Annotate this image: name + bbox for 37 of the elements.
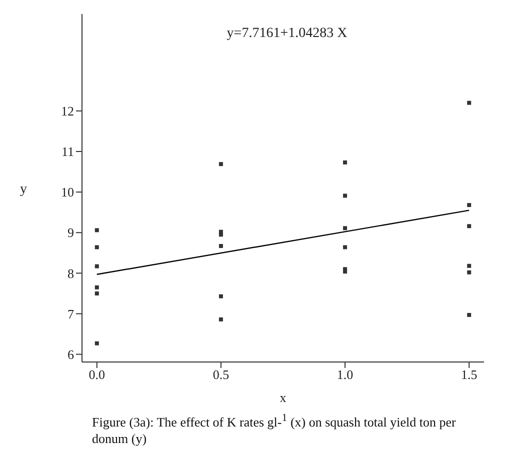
point — [94, 264, 99, 268]
y-tick-label: 11 — [61, 144, 74, 160]
y-tick-label: 9 — [68, 225, 74, 240]
y-tick-label: 6 — [68, 346, 74, 362]
point — [467, 264, 472, 268]
point — [218, 244, 223, 248]
point — [467, 100, 472, 105]
point — [218, 294, 223, 298]
point — [218, 162, 223, 166]
point — [343, 160, 348, 164]
point — [343, 245, 348, 250]
text: Figure (3a): The effect of K rates gl-$^{1}$ (x) on squash total yield ton per donum (y) — [92, 412, 456, 446]
x-tick-label: 0.5 — [212, 367, 230, 382]
y-tick-label: 8 — [68, 266, 74, 281]
y-axis-title: y — [20, 182, 27, 197]
point — [218, 317, 223, 322]
point — [218, 232, 223, 237]
y-tick-label: 7 — [68, 306, 74, 322]
point — [467, 203, 472, 208]
point — [467, 224, 472, 228]
point — [94, 291, 99, 296]
y-tick-label: 12 — [61, 104, 74, 119]
point — [94, 285, 99, 290]
point — [343, 270, 348, 274]
x-tick-label: 0.0 — [88, 367, 106, 382]
x-tick-label: 1.0 — [336, 367, 354, 382]
point — [343, 226, 348, 230]
point — [94, 341, 99, 346]
point — [94, 245, 99, 250]
x-axis-title: x — [280, 390, 287, 405]
point — [467, 270, 472, 274]
point — [343, 194, 348, 198]
y-tick-label: 10 — [61, 184, 74, 200]
point — [94, 228, 99, 232]
point — [467, 312, 472, 317]
x-tick-label: 1.5 — [460, 367, 478, 382]
annotation: y=7.7161+1.04283 X — [226, 26, 348, 42]
